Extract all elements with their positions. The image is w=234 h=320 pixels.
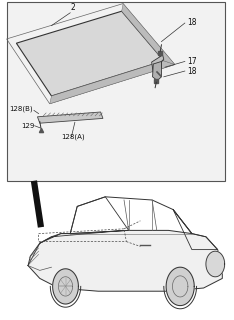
- Polygon shape: [37, 112, 103, 123]
- Polygon shape: [152, 55, 164, 73]
- Polygon shape: [153, 61, 161, 81]
- Polygon shape: [53, 269, 78, 304]
- Polygon shape: [16, 11, 164, 96]
- Text: 18: 18: [187, 67, 197, 76]
- Polygon shape: [28, 230, 222, 291]
- Bar: [7, 2, 225, 181]
- Text: 128(A): 128(A): [61, 134, 84, 140]
- Text: 17: 17: [187, 57, 197, 66]
- Polygon shape: [122, 4, 175, 65]
- Polygon shape: [206, 251, 225, 277]
- Text: 129: 129: [21, 123, 34, 129]
- Polygon shape: [166, 267, 194, 306]
- Text: 18: 18: [187, 18, 197, 27]
- Text: 128(B): 128(B): [9, 106, 33, 112]
- Polygon shape: [50, 61, 175, 104]
- Text: 2: 2: [70, 3, 75, 12]
